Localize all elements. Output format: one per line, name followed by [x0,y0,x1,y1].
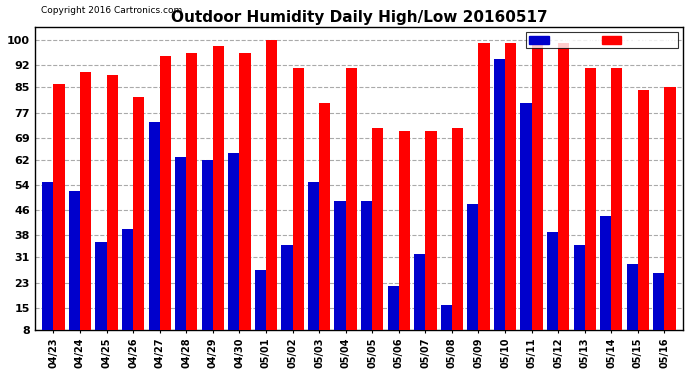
Bar [441,304,452,330]
Bar [293,68,304,330]
Bar [213,46,224,330]
Bar [600,216,611,330]
Bar [159,56,171,330]
Bar [505,43,516,330]
Bar [69,191,80,330]
Bar [80,72,91,330]
Text: Copyright 2016 Cartronics.com: Copyright 2016 Cartronics.com [41,6,183,15]
Bar [414,254,425,330]
Bar [388,286,399,330]
Bar [467,204,478,330]
Bar [122,229,133,330]
Bar [558,43,569,330]
Bar [148,122,159,330]
Bar [266,40,277,330]
Bar [175,157,186,330]
Bar [308,182,319,330]
Bar [346,68,357,330]
Bar [638,90,649,330]
Bar [611,68,622,330]
Bar [520,103,531,330]
Bar [319,103,331,330]
Bar [547,232,558,330]
Bar [53,84,65,330]
Bar [201,160,213,330]
Bar [478,43,490,330]
Bar [425,131,437,330]
Bar [335,201,346,330]
Bar [372,128,384,330]
Bar [186,53,197,330]
Legend: Low  (%), High  (%): Low (%), High (%) [526,32,678,48]
Bar [573,245,584,330]
Bar [282,245,293,330]
Bar [653,273,664,330]
Bar [42,182,53,330]
Bar [133,97,144,330]
Bar [531,43,543,330]
Bar [399,131,410,330]
Bar [664,87,676,330]
Bar [239,53,250,330]
Bar [452,128,463,330]
Title: Outdoor Humidity Daily High/Low 20160517: Outdoor Humidity Daily High/Low 20160517 [170,10,547,25]
Bar [494,59,505,330]
Bar [627,264,638,330]
Bar [584,68,596,330]
Bar [361,201,372,330]
Bar [228,153,239,330]
Bar [255,270,266,330]
Bar [95,242,106,330]
Bar [106,75,118,330]
